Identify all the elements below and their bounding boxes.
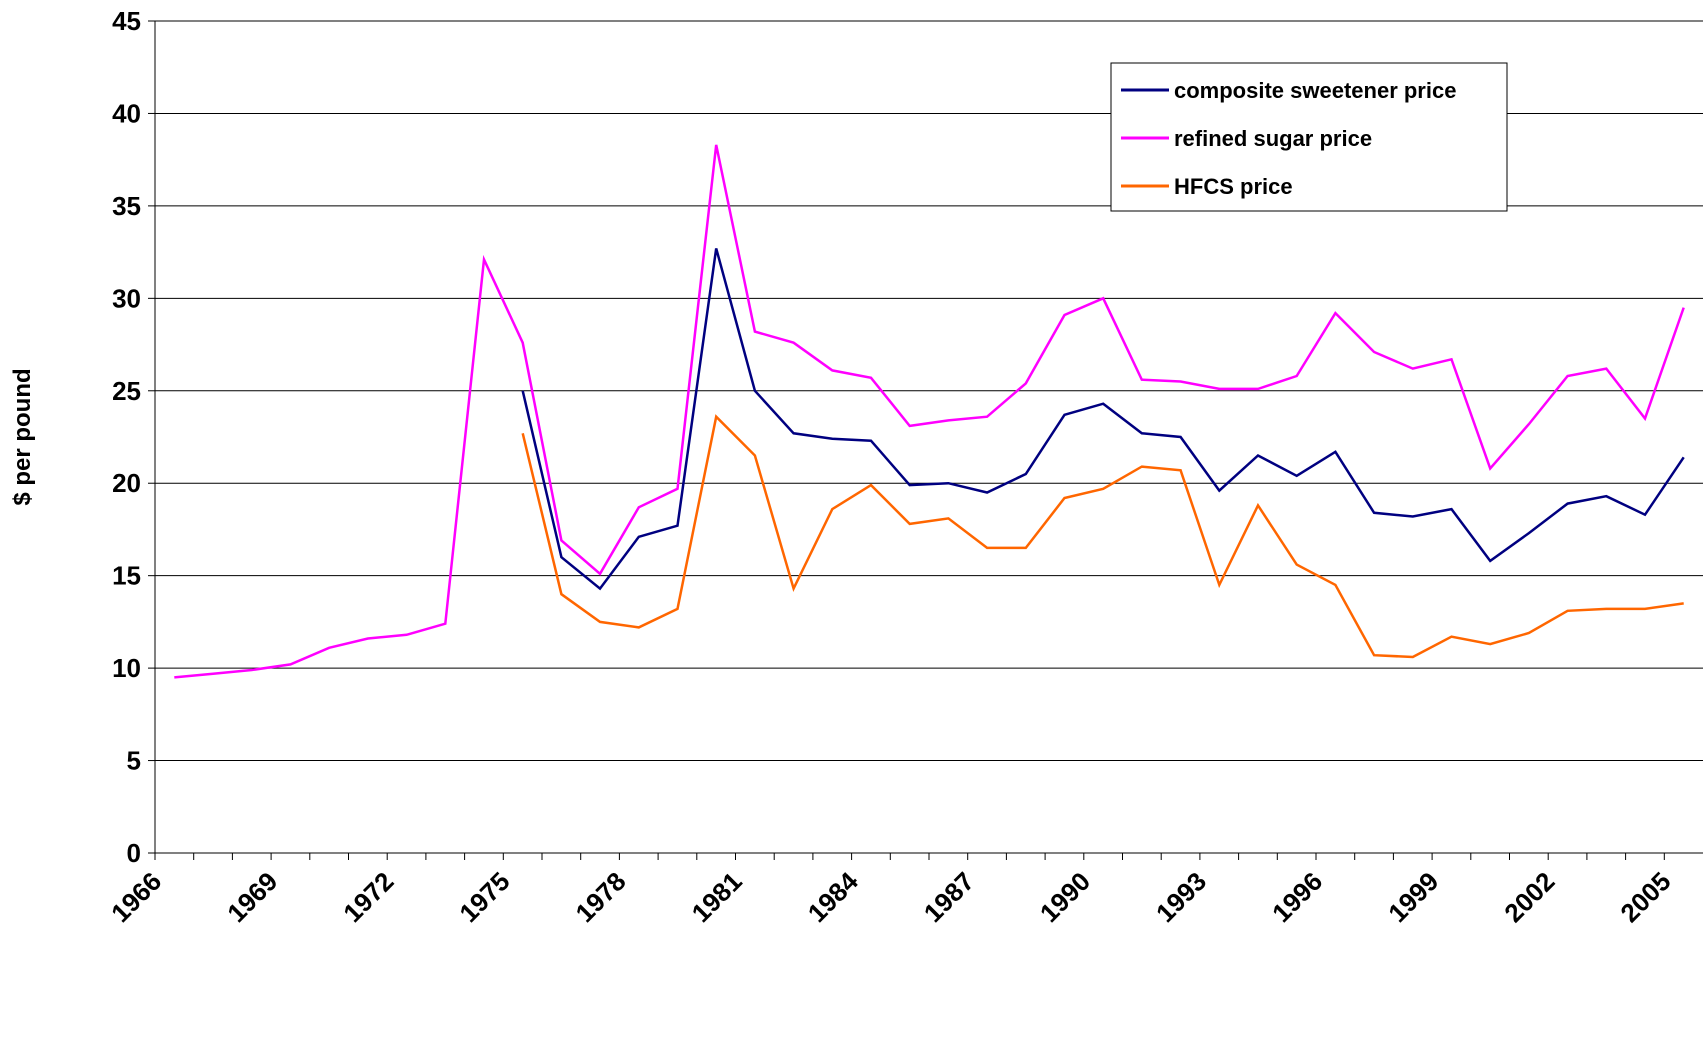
x-tick-label: 2005 [1614,866,1676,928]
x-tick-label: 1993 [1150,866,1212,928]
series-line [521,414,1684,659]
x-tick-label: 1975 [453,866,515,928]
y-tick-label: 15 [112,561,141,591]
y-tick-label: 0 [127,838,141,868]
legend-label: refined sugar price [1174,126,1372,151]
y-tick-label: 25 [112,376,141,406]
y-tick-label: 10 [112,653,141,683]
y-tick-label: 35 [112,191,141,221]
legend-box [1110,62,1508,212]
legend-label: HFCS price [1174,174,1293,199]
x-tick-label: 1996 [1266,866,1328,928]
x-tick-label: 1990 [1034,866,1096,928]
x-tick-label: 1999 [1382,866,1444,928]
x-tick-label: 1981 [686,866,748,928]
y-tick-label: 20 [112,468,141,498]
y-tick-label: 30 [112,283,141,313]
y-tick-label: 45 [112,6,141,36]
x-tick-label: 1987 [918,866,980,928]
series-line [521,248,1685,591]
x-tick-label: 1984 [802,866,864,928]
y-tick-label: 40 [112,98,141,128]
legend-label: composite sweetener price [1174,78,1456,103]
x-tick-label: 1972 [337,866,399,928]
x-tick-label: 1966 [105,866,167,928]
x-tick-label: 2002 [1498,866,1560,928]
y-axis-label: $ per pound [9,368,36,505]
series-line [174,144,1685,679]
y-tick-label: 5 [127,746,141,776]
x-tick-label: 1969 [221,866,283,928]
x-tick-label: 1978 [570,866,632,928]
